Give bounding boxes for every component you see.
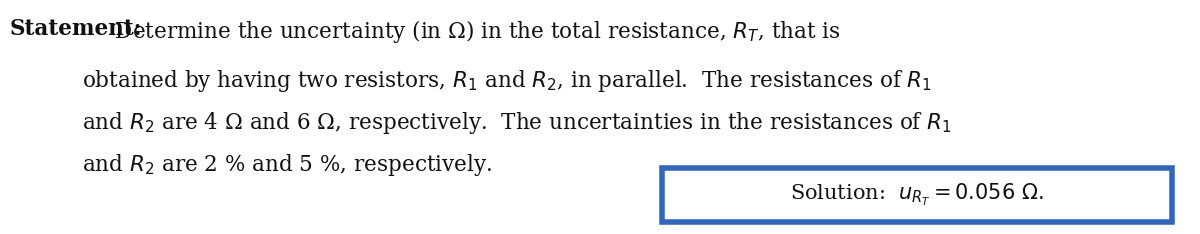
Text: and $R_2$ are 2 % and 5 %, respectively.: and $R_2$ are 2 % and 5 %, respectively. — [82, 152, 492, 178]
Text: Determine the uncertainty (in Ω) in the total resistance, $R_T$, that is: Determine the uncertainty (in Ω) in the … — [108, 18, 841, 45]
Text: Solution:  $u_{R_T} = 0.056\ \Omega.$: Solution: $u_{R_T} = 0.056\ \Omega.$ — [791, 182, 1044, 208]
Text: and $R_2$ are 4 Ω and 6 Ω, respectively.  The uncertainties in the resistances o: and $R_2$ are 4 Ω and 6 Ω, respectively.… — [82, 110, 952, 136]
Text: Statement:: Statement: — [10, 18, 143, 40]
Text: obtained by having two resistors, $R_1$ and $R_2$, in parallel.  The resistances: obtained by having two resistors, $R_1$ … — [82, 68, 931, 94]
Bar — [662, 168, 1172, 222]
